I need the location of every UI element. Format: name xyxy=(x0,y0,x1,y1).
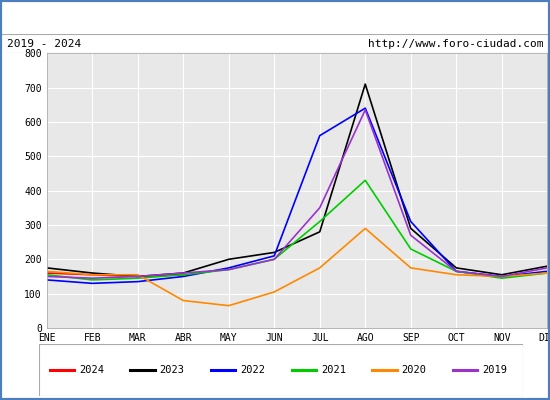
Text: 2019 - 2024: 2019 - 2024 xyxy=(7,39,81,49)
Text: 2020: 2020 xyxy=(402,365,426,375)
Text: 2019: 2019 xyxy=(482,365,507,375)
Text: Evolucion Nº Turistas Extranjeros en el municipio de A Pobra do Caramiñal: Evolucion Nº Turistas Extranjeros en el … xyxy=(1,10,549,24)
Text: 2024: 2024 xyxy=(79,365,104,375)
Text: 2023: 2023 xyxy=(160,365,184,375)
Text: http://www.foro-ciudad.com: http://www.foro-ciudad.com xyxy=(368,39,543,49)
Text: 2022: 2022 xyxy=(240,365,265,375)
Text: 2021: 2021 xyxy=(321,365,346,375)
